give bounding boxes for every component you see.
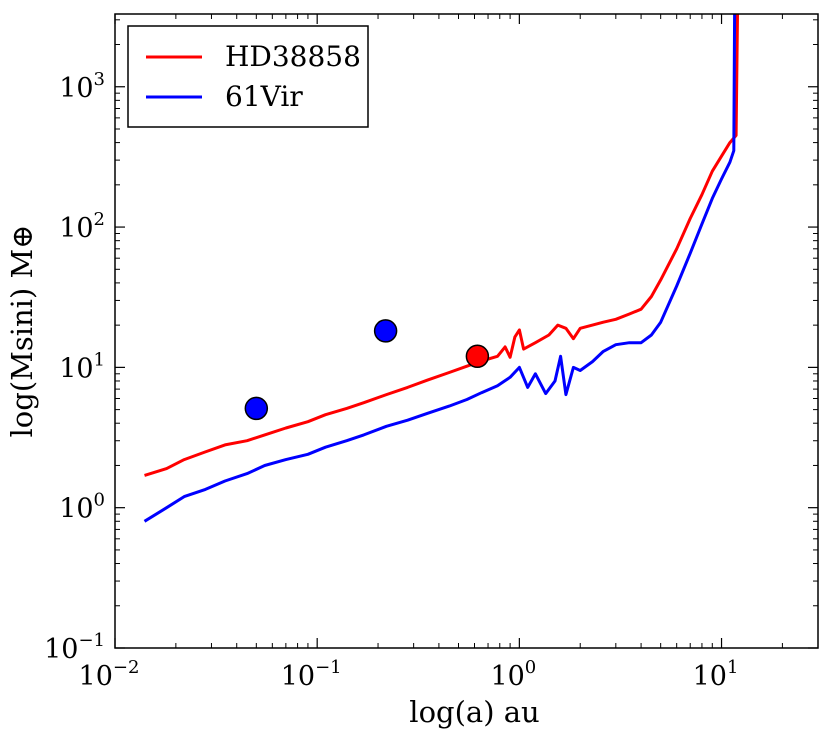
x-tick-label: 10−1 [281, 657, 342, 692]
plot-frame [114, 13, 819, 649]
points-layer [244, 319, 490, 421]
planet-point-1 [244, 396, 269, 421]
legend-box [127, 25, 369, 128]
legend-label-hd38858: HD38858 [225, 40, 361, 73]
planet-point-2 [373, 319, 398, 343]
y-tick-label: 10−1 [44, 630, 105, 665]
series-line-hd38858 [144, 14, 739, 477]
y-axis-label: log(Msini) M⊕ [5, 225, 39, 438]
legend-label-61vir: 61Vir [225, 80, 303, 113]
legend: HD38858 61Vir [127, 25, 369, 128]
y-tick-label: 100 [59, 490, 105, 525]
axis-labels: log(a) au log(Msini) M⊕ [5, 225, 540, 729]
axes-layer [114, 13, 819, 649]
x-axis-label: log(a) au [409, 695, 539, 729]
x-tick-label: 100 [490, 657, 536, 692]
y-tick-label: 103 [59, 69, 105, 104]
y-tick-label: 102 [59, 209, 105, 244]
series-layer [143, 14, 739, 523]
x-tick-label: 10−2 [79, 657, 140, 692]
series-line-61vir [143, 14, 737, 523]
planet-point-3 [465, 344, 490, 369]
x-tick-label: 101 [693, 657, 739, 692]
y-tick-label: 101 [59, 349, 105, 384]
